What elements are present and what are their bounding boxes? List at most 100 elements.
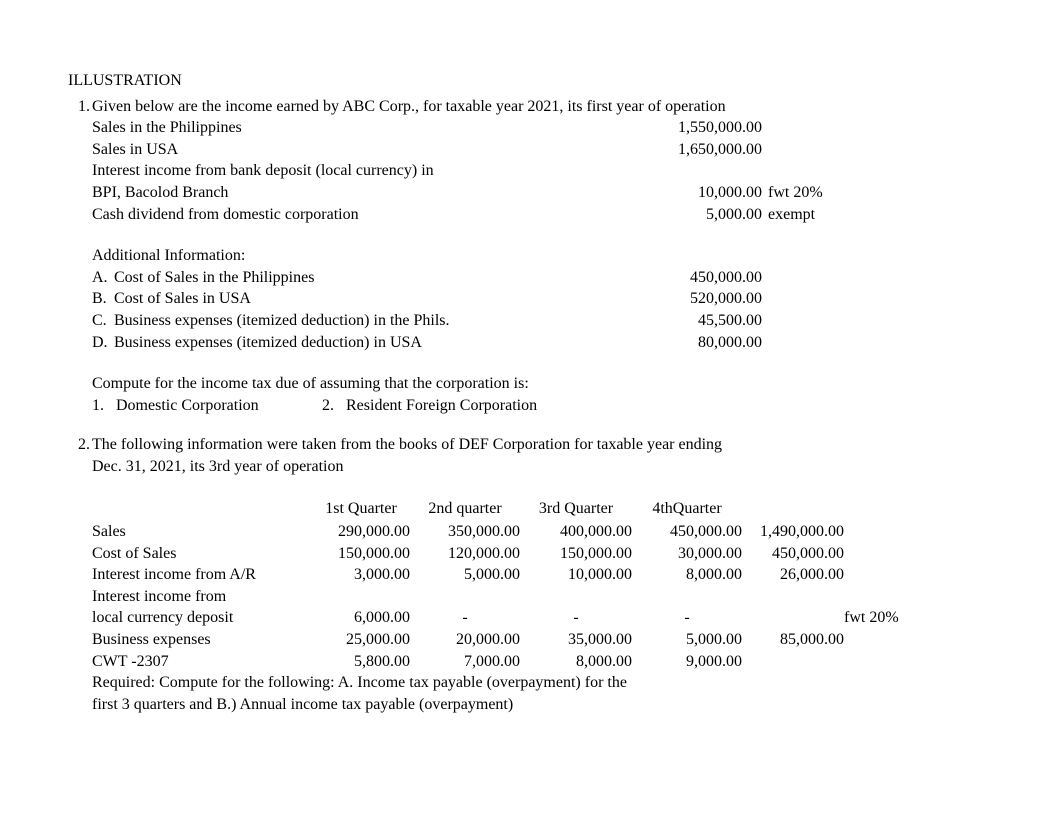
p2-cell: 400,000.00 [520,521,632,543]
page-title: ILLUSTRATION [68,70,1022,92]
p2-cell: 5,000.00 [632,629,742,651]
p2-cell: - [410,607,520,629]
p2-cell: 10,000.00 [520,564,632,586]
table-row: Interest income from [92,586,924,608]
p2-row-note [844,564,924,586]
p1-row-label: Interest income from bank deposit (local… [92,160,652,182]
p1-row-value: 1,650,000.00 [652,139,762,161]
p1-row-value: 5,000.00 [652,204,762,226]
p2-row-label: Interest income from [92,586,312,608]
table-row: local currency deposit 6,000.00 - - - fw… [92,607,924,629]
problem-2-number: 2. [68,434,92,715]
p1-row-label: Sales in USA [92,139,652,161]
p1-opt2-text: Resident Foreign Corporation [346,397,537,414]
p2-cell [742,586,844,608]
p2-cell: 120,000.00 [410,543,520,565]
p2-header: 3rd Quarter [520,498,632,522]
p2-cell: 26,000.00 [742,564,844,586]
problem-1-body: Given below are the income earned by ABC… [92,96,1022,417]
p1-additional-marker: A. [92,267,114,289]
p2-cell: 25,000.00 [312,629,410,651]
p2-cell: 8,000.00 [632,564,742,586]
p2-header [742,498,844,522]
problem-1-number: 1. [68,96,92,417]
p2-row-label: Business expenses [92,629,312,651]
p1-additional-marker: D. [92,332,114,354]
table-row: Sales 290,000.00 350,000.00 400,000.00 4… [92,521,924,543]
p2-cell [410,586,520,608]
table-row: Business expenses 25,000.00 20,000.00 35… [92,629,924,651]
p2-cell: 30,000.00 [632,543,742,565]
p2-cell: 5,800.00 [312,651,410,673]
p1-additional-label: Cost of Sales in USA [114,288,251,310]
p2-required-2: first 3 quarters and B.) Annual income t… [92,694,1022,716]
p2-header: 4thQuarter [632,498,742,522]
p2-row-note [844,651,924,673]
p1-additional-marker: C. [92,310,114,332]
p2-row-note [844,521,924,543]
p2-cell: 1,490,000.00 [742,521,844,543]
p2-row-note [844,586,924,608]
p2-row-label: Interest income from A/R [92,564,312,586]
p1-additional-value: 450,000.00 [652,267,762,289]
p2-cell [742,607,844,629]
p1-row-label: Sales in the Philippines [92,117,652,139]
p2-quarter-table: 1st Quarter 2nd quarter 3rd Quarter 4thQ… [92,498,924,673]
p2-header: 1st Quarter [312,498,410,522]
p1-additional-marker: B. [92,288,114,310]
p1-additional-label: Cost of Sales in the Philippines [114,267,314,289]
p1-additional-value: 45,500.00 [652,310,762,332]
p1-additional-value: 520,000.00 [652,288,762,310]
problem-2-body: The following information were taken fro… [92,434,1022,715]
p2-cell: 35,000.00 [520,629,632,651]
p1-opt2-marker: 2. [322,397,334,414]
p2-cell: 6,000.00 [312,607,410,629]
p2-cell: - [632,607,742,629]
p2-cell: 9,000.00 [632,651,742,673]
p1-row-label: BPI, Bacolod Branch [92,182,652,204]
p2-cell [312,586,410,608]
table-row: Cost of Sales 150,000.00 120,000.00 150,… [92,543,924,565]
p2-cell: 85,000.00 [742,629,844,651]
p2-cell: 290,000.00 [312,521,410,543]
p2-cell: 8,000.00 [520,651,632,673]
p2-cell [742,651,844,673]
p2-row-label: CWT -2307 [92,651,312,673]
p1-intro: Given below are the income earned by ABC… [92,96,1022,118]
p2-cell: 20,000.00 [410,629,520,651]
p2-row-note [844,629,924,651]
p2-required-1: Required: Compute for the following: A. … [92,672,1022,694]
p1-additional-label: Business expenses (itemized deduction) i… [114,310,450,332]
p1-row-value: 1,550,000.00 [652,117,762,139]
p2-intro-1: The following information were taken fro… [92,434,1022,456]
p1-additional-value: 80,000.00 [652,332,762,354]
p2-row-label: local currency deposit [92,607,312,629]
p1-row-label: Cash dividend from domestic corporation [92,204,652,226]
p2-cell: 350,000.00 [410,521,520,543]
p2-row-label: Cost of Sales [92,543,312,565]
p2-row-note: fwt 20% [844,607,924,629]
p2-cell: 150,000.00 [312,543,410,565]
p1-compute-line: Compute for the income tax due of assumi… [92,373,1022,395]
p2-cell: 450,000.00 [632,521,742,543]
p1-additional-header: Additional Information: [92,245,1022,267]
p2-header: 2nd quarter [410,498,520,522]
p2-cell: 7,000.00 [410,651,520,673]
p2-intro-2: Dec. 31, 2021, its 3rd year of operation [92,456,1022,478]
p1-opt1-text: Domestic Corporation [116,397,259,414]
p2-cell: 450,000.00 [742,543,844,565]
p1-row-note: exempt [762,204,815,226]
problem-1: 1. Given below are the income earned by … [68,96,1022,417]
p2-cell: 150,000.00 [520,543,632,565]
p2-cell: 5,000.00 [410,564,520,586]
table-row: CWT -2307 5,800.00 7,000.00 8,000.00 9,0… [92,651,924,673]
p2-cell: 3,000.00 [312,564,410,586]
p2-cell [632,586,742,608]
table-row: Interest income from A/R 3,000.00 5,000.… [92,564,924,586]
p1-opt1-marker: 1. [92,397,104,414]
p1-row-value: 10,000.00 [652,182,762,204]
problem-2: 2. The following information were taken … [68,434,1022,715]
p2-row-label: Sales [92,521,312,543]
p2-cell: - [520,607,632,629]
p2-cell [520,586,632,608]
